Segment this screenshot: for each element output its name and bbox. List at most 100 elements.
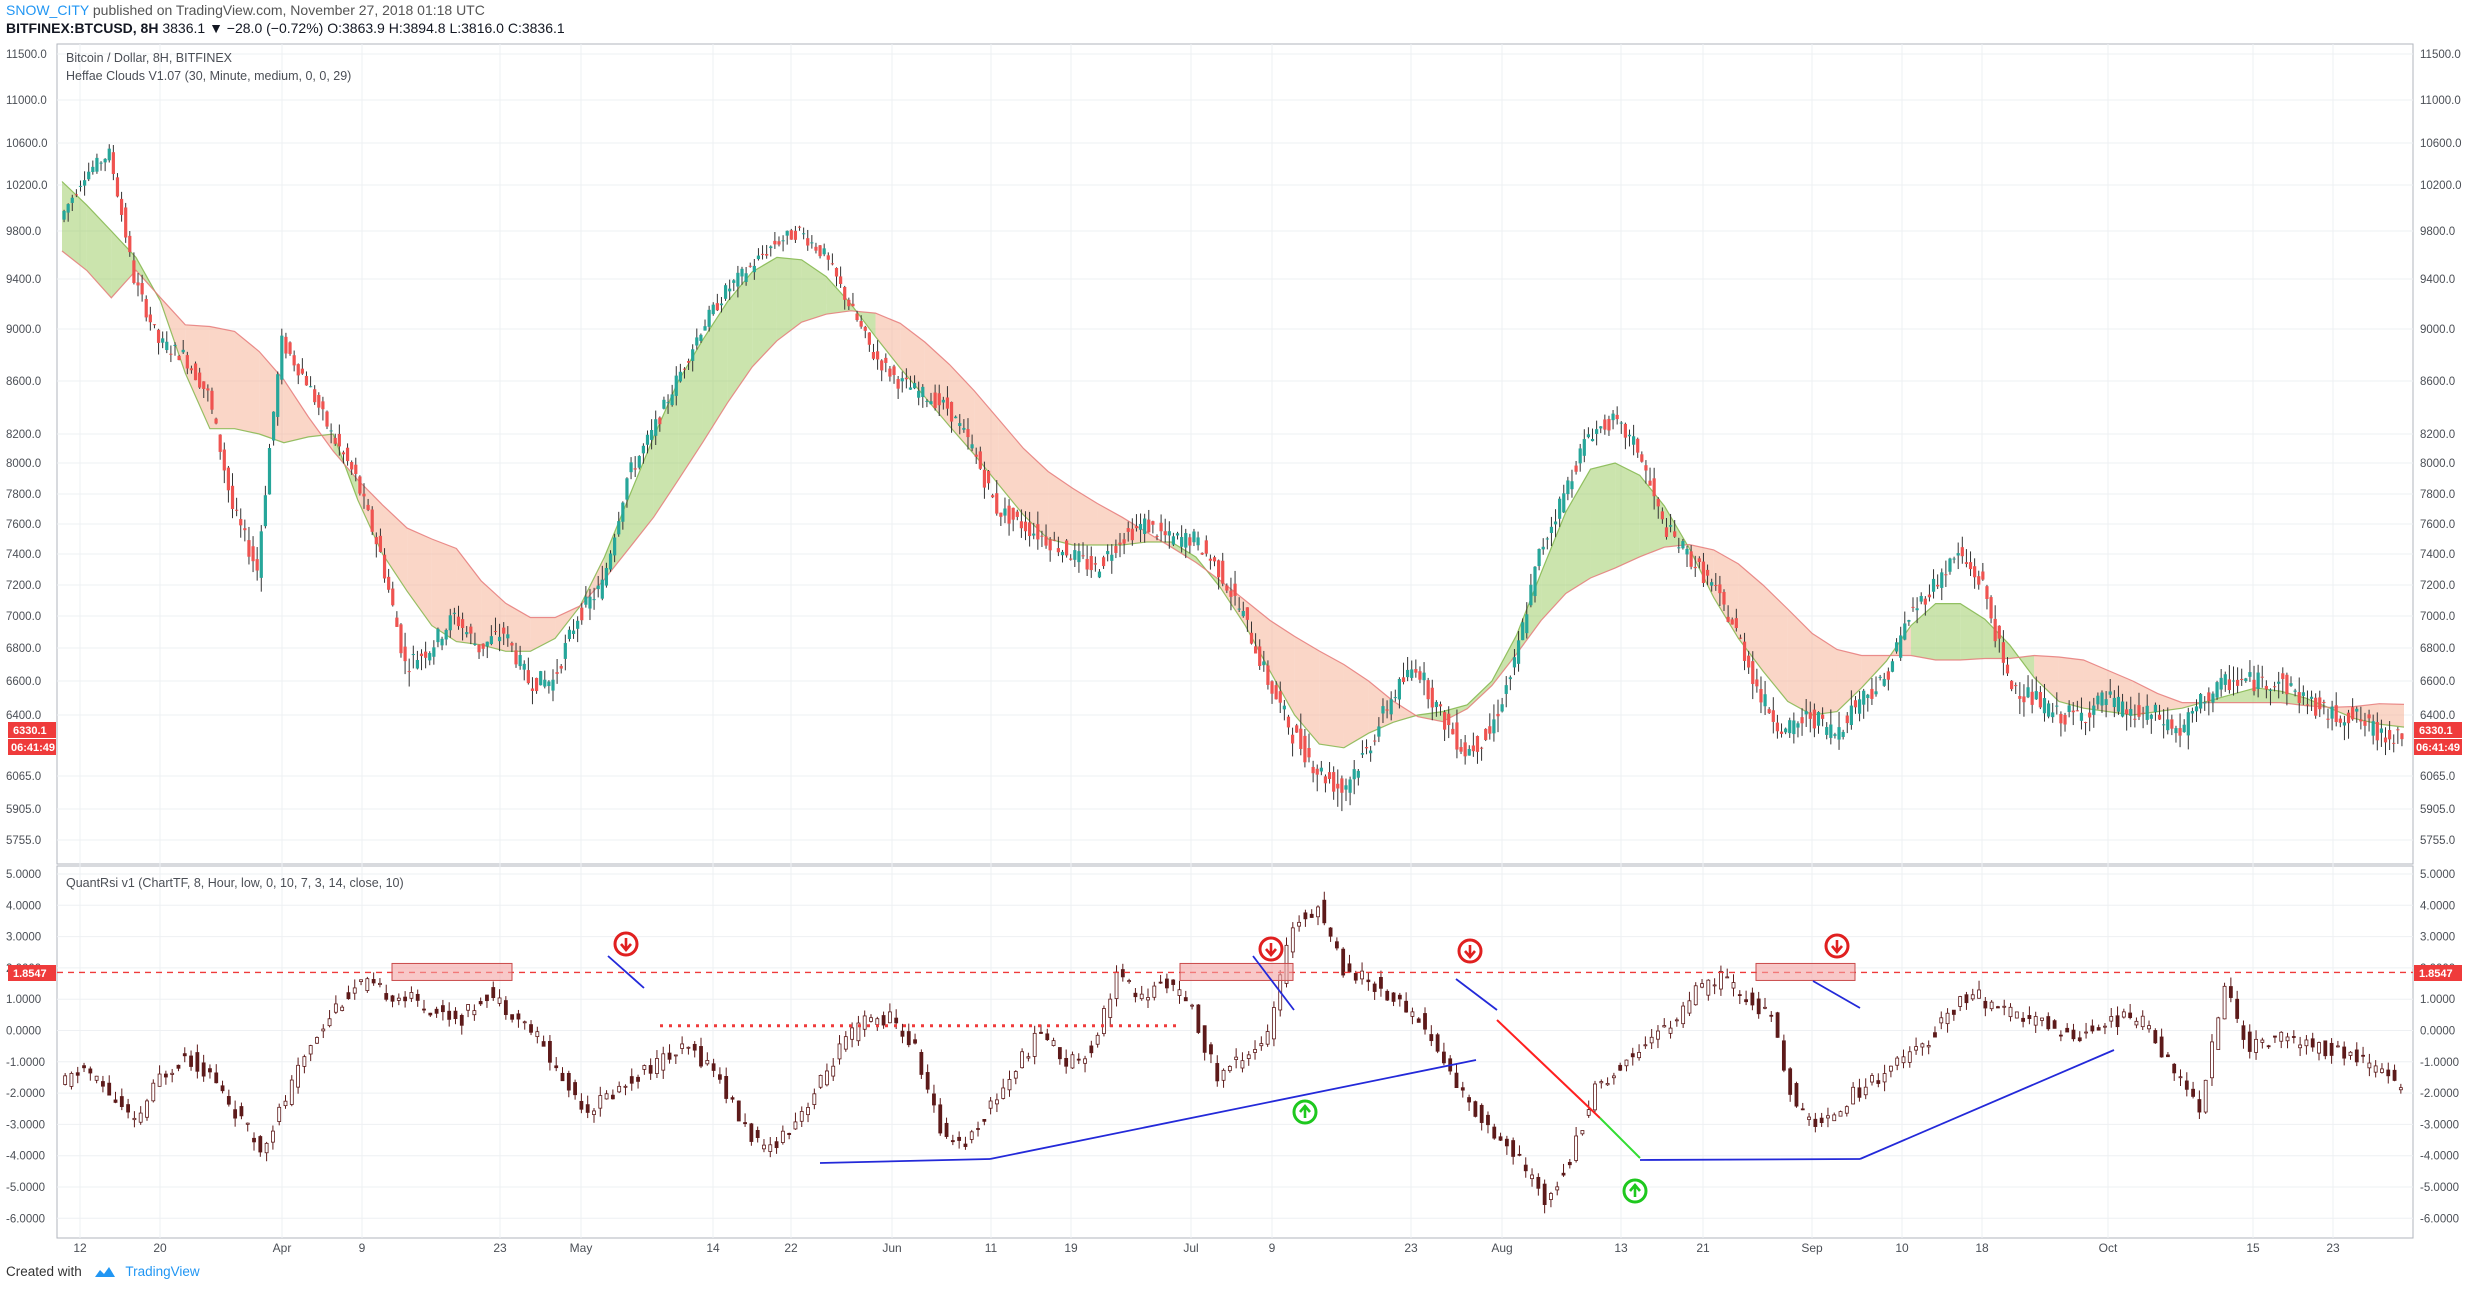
tradingview-brand-link[interactable]: TradingView xyxy=(125,1264,200,1279)
candle-up xyxy=(723,285,728,299)
cloud-segment-bullish xyxy=(727,271,753,403)
candle-up xyxy=(2231,680,2236,682)
cloud-segment-bullish xyxy=(86,205,112,298)
candle-up xyxy=(625,478,629,500)
rsi-candle-up xyxy=(1013,1071,1018,1079)
up-arrow-icon xyxy=(1299,1103,1311,1118)
candle-up xyxy=(70,197,74,203)
candle-down xyxy=(986,470,991,484)
rsi-candle-down xyxy=(976,1128,980,1130)
candle-down xyxy=(2338,718,2342,723)
candle-down xyxy=(2400,733,2404,740)
candle-up xyxy=(1237,608,1241,610)
rsi-candle-down xyxy=(2172,1063,2177,1074)
candle-down xyxy=(974,454,978,457)
rsi-candle-down xyxy=(516,1013,521,1020)
candle-down xyxy=(1332,772,1336,792)
candle-up xyxy=(2309,696,2314,699)
candle-down xyxy=(1188,537,1192,546)
rsi-candle-down xyxy=(787,1132,792,1135)
price-tick-label-left: 8000.0 xyxy=(6,458,41,470)
rsi-candle-up xyxy=(157,1073,162,1087)
rsi-candle-up xyxy=(2008,1006,2013,1018)
candle-up xyxy=(1175,533,1180,536)
rsi-candle-down xyxy=(1794,1083,1799,1107)
price-tick-label-right: 8000.0 xyxy=(2420,458,2455,470)
cloud-segment-bearish xyxy=(2379,703,2404,728)
candle-down xyxy=(945,397,950,409)
candle-up xyxy=(2244,678,2248,682)
down-arrow-icon xyxy=(620,938,632,953)
time-tick-label: Aug xyxy=(1491,1241,1512,1255)
candle-up xyxy=(941,399,945,403)
cloud-segment-bullish xyxy=(2231,687,2257,703)
candle-down xyxy=(1463,742,1467,757)
candle-down xyxy=(1266,665,1270,685)
rsi-candle-up xyxy=(2203,1079,2208,1113)
rsi-candle-up xyxy=(2298,1044,2303,1049)
rsi-candle-up xyxy=(138,1112,143,1123)
candle-down xyxy=(2367,714,2371,719)
candle-up xyxy=(1948,558,1952,572)
candle-down xyxy=(839,276,843,284)
rsi-candle-up xyxy=(1152,985,1157,998)
rsi-candle-up xyxy=(686,1046,691,1049)
candle-up xyxy=(912,383,917,389)
rsi-candle-up xyxy=(1656,1030,1660,1040)
candle-down xyxy=(156,329,161,343)
rsi-candle-down xyxy=(1429,1034,1434,1042)
trend-line xyxy=(1812,980,1861,1009)
candle-down xyxy=(300,368,304,374)
candle-down xyxy=(136,282,140,286)
candle-down xyxy=(1253,646,1258,654)
rsi-candle-up xyxy=(2147,1025,2151,1030)
rsi-candle-down xyxy=(1876,1080,1881,1084)
time-tick-label: 11 xyxy=(985,1241,998,1255)
candle-up xyxy=(711,304,715,315)
candle-up xyxy=(1940,572,1944,588)
candle-down xyxy=(382,554,387,579)
time-tick-label: 23 xyxy=(1404,1241,1418,1255)
candle-down xyxy=(1015,511,1019,517)
candle-down xyxy=(140,283,144,295)
candle-up xyxy=(645,434,650,445)
candle-down xyxy=(1044,536,1048,546)
cloud-segment-bearish xyxy=(1713,549,1739,639)
rsi-candle-down xyxy=(1164,978,1169,989)
candle-up xyxy=(719,303,724,306)
rsi-candle-down xyxy=(2159,1036,2164,1058)
candle-up xyxy=(2203,702,2207,704)
publish-info: SNOW_CITY published on TradingView.com, … xyxy=(6,2,485,18)
cloud-segment-bearish xyxy=(1319,651,1344,748)
rsi-candle-up xyxy=(1706,979,1711,996)
rsi-candle-up xyxy=(768,1144,773,1152)
candle-down xyxy=(419,653,424,657)
candle-up xyxy=(2129,708,2133,716)
candle-up xyxy=(539,671,543,686)
candle-down xyxy=(834,267,839,277)
price-tick-label-right: 6600.0 xyxy=(2420,676,2455,688)
rsi-tag-left-bg xyxy=(8,965,56,981)
cloud-segment-bearish xyxy=(2058,657,2084,709)
rsi-candle-up xyxy=(1844,1106,1849,1114)
candle-down xyxy=(2326,718,2330,720)
candle-down xyxy=(748,265,752,267)
rsi-candle-up xyxy=(1662,1025,1667,1028)
candle-down xyxy=(362,493,366,497)
rsi-candle-down xyxy=(1089,1045,1094,1054)
rsi-candle-down xyxy=(126,1104,131,1113)
published-text: published on TradingView.com, November 2… xyxy=(92,2,485,18)
candle-up xyxy=(2182,724,2186,733)
rsi-tick-label-left: -1.0000 xyxy=(6,1057,45,1069)
rsi-candle-down xyxy=(1744,999,1748,1003)
author-link[interactable]: SNOW_CITY xyxy=(6,2,89,18)
candle-up xyxy=(473,643,477,645)
countdown-tag-right: 06:41:49 xyxy=(2416,742,2460,754)
rsi-candle-down xyxy=(730,1097,735,1100)
candle-down xyxy=(1730,619,1734,625)
rsi-candle-down xyxy=(434,1008,439,1014)
rsi-candle-up xyxy=(472,1010,477,1016)
candle-down xyxy=(2260,676,2264,678)
rsi-candle-up xyxy=(333,1003,338,1013)
